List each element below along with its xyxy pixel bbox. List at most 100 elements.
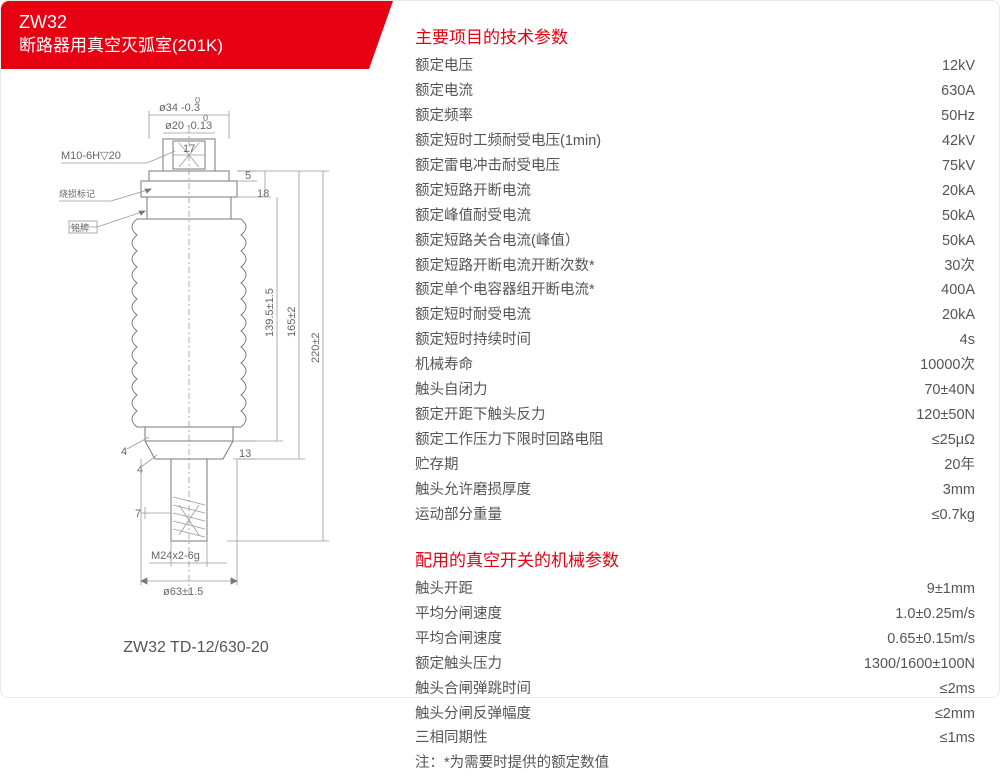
spec-value: ≤1ms <box>815 726 975 751</box>
spec-row: 三相同期性≤1ms <box>415 726 975 751</box>
spec-row: 额定短路开断电流20kA <box>415 179 975 204</box>
spec-row: 触头自闭力70±40N <box>415 378 975 403</box>
dim-165: 165±2 <box>286 306 298 337</box>
spec-label: 额定电压 <box>415 54 815 79</box>
spec-row: 额定电流630A <box>415 79 975 104</box>
spec-label: 额定短时工频耐受电压(1min) <box>415 129 815 154</box>
spec-label: 额定短路关合电流(峰值） <box>415 229 815 254</box>
spec-label: 额定短路开断电流开断次数* <box>415 254 815 279</box>
spec-row: 额定雷电冲击耐受电压75kV <box>415 154 975 179</box>
dim-7: 7 <box>135 508 141 520</box>
dim-top-sup: 0 <box>195 97 200 105</box>
model-label: ZW32 TD-12/630-20 <box>41 639 351 657</box>
spec-row: 额定短路开断电流开断次数*30次 <box>415 254 975 279</box>
spec-label: 额定单个电容器组开断电流* <box>415 278 815 303</box>
spec-label: 机械寿命 <box>415 353 815 378</box>
specs-panel: 主要项目的技术参数 额定电压12kV额定电流630A额定频率50Hz额定短时工频… <box>415 23 975 776</box>
thread-bot: M24x2-6g <box>151 550 200 562</box>
spec-value: 20kA <box>815 303 975 328</box>
spec-row: 机械寿命10000次 <box>415 353 975 378</box>
spec-label: 触头开距 <box>415 577 815 602</box>
dim-13: 13 <box>239 448 251 460</box>
spec-value: 10000次 <box>815 353 975 378</box>
spec-row: 额定频率50Hz <box>415 104 975 129</box>
drawing-svg: ø34 -0.3 0 ø20 -0.13 0 17 M10-6H▽20 烧损标记 <box>41 97 351 617</box>
spec-row: 额定开距下触头反力120±50N <box>415 403 975 428</box>
spec-label: 额定短路开断电流 <box>415 179 815 204</box>
spec-row: 额定触头压力1300/1600±100N <box>415 652 975 677</box>
spec-value: 70±40N <box>815 378 975 403</box>
spec-row: 额定单个电容器组开断电流*400A <box>415 278 975 303</box>
spec-label: 贮存期 <box>415 453 815 478</box>
spec-value: 50kA <box>815 204 975 229</box>
spec-label: 平均合闸速度 <box>415 627 815 652</box>
spec-label: 触头分闸反弹幅度 <box>415 702 815 727</box>
spec-value: 1300/1600±100N <box>815 652 975 677</box>
nameplate-label: 铭牌 <box>71 222 89 233</box>
spec-value: ≤0.7kg <box>815 503 975 528</box>
spec-label: 平均分闸速度 <box>415 602 815 627</box>
technical-drawing: ø34 -0.3 0 ø20 -0.13 0 17 M10-6H▽20 烧损标记 <box>41 97 351 657</box>
spec-row: 贮存期20年 <box>415 453 975 478</box>
footnote: 注：*为需要时提供的额定数值 <box>415 751 975 776</box>
spec-value: 630A <box>815 79 975 104</box>
spec-label: 额定电流 <box>415 79 815 104</box>
thread-hatch <box>173 497 205 537</box>
spec-label: 额定开距下触头反力 <box>415 403 815 428</box>
spec-row: 触头允许磨损厚度3mm <box>415 478 975 503</box>
section1-title: 主要项目的技术参数 <box>415 23 975 48</box>
section2-title: 配用的真空开关的机械参数 <box>415 546 975 571</box>
spec-value: 75kV <box>815 154 975 179</box>
spec-label: 运动部分重量 <box>415 503 815 528</box>
spec-value: 400A <box>815 278 975 303</box>
dim-4a: 4 <box>121 446 127 458</box>
spec-value: ≤25μΩ <box>815 428 975 453</box>
spec-value: 1.0±0.25m/s <box>815 602 975 627</box>
dim-top-dia: ø34 -0.3 <box>159 102 200 114</box>
title-banner: ZW32 断路器用真空灭弧室(201K) <box>1 1 369 69</box>
dim-220: 220±2 <box>310 332 322 363</box>
dim-5: 5 <box>245 170 251 182</box>
spec-row: 触头开距9±1mm <box>415 577 975 602</box>
dim-bot-dia: ø63±1.5 <box>163 586 203 598</box>
spec-row: 额定短时工频耐受电压(1min)42kV <box>415 129 975 154</box>
product-code: ZW32 <box>19 11 351 34</box>
section2-rows: 触头开距9±1mm平均分闸速度1.0±0.25m/s平均合闸速度0.65±0.1… <box>415 577 975 752</box>
dim-139: 139.5±1.5 <box>264 288 276 337</box>
spec-value: 30次 <box>815 254 975 279</box>
spec-value: 50kA <box>815 229 975 254</box>
section1-rows: 额定电压12kV额定电流630A额定频率50Hz额定短时工频耐受电压(1min)… <box>415 54 975 528</box>
spec-row: 触头分闸反弹幅度≤2mm <box>415 702 975 727</box>
spec-row: 运动部分重量≤0.7kg <box>415 503 975 528</box>
dim-18: 18 <box>257 188 269 200</box>
spec-value: 20年 <box>815 453 975 478</box>
spec-row: 额定短时持续时间4s <box>415 328 975 353</box>
spec-row: 额定短路关合电流(峰值）50kA <box>415 229 975 254</box>
spec-value: 9±1mm <box>815 577 975 602</box>
dim-inner-sup: 0 <box>203 113 208 123</box>
spec-value: 12kV <box>815 54 975 79</box>
spec-label: 额定触头压力 <box>415 652 815 677</box>
spec-label: 三相同期性 <box>415 726 815 751</box>
spec-row: 额定工作压力下限时回路电阻≤25μΩ <box>415 428 975 453</box>
spec-row: 平均分闸速度1.0±0.25m/s <box>415 602 975 627</box>
spec-row: 额定短时耐受电流20kA <box>415 303 975 328</box>
spec-row: 额定峰值耐受电流50kA <box>415 204 975 229</box>
spec-label: 触头自闭力 <box>415 378 815 403</box>
spec-value: ≤2mm <box>815 702 975 727</box>
spec-label: 触头允许磨损厚度 <box>415 478 815 503</box>
spec-value: 0.65±0.15m/s <box>815 627 975 652</box>
product-subtitle: 断路器用真空灭弧室(201K) <box>19 34 351 58</box>
spec-label: 额定雷电冲击耐受电压 <box>415 154 815 179</box>
spec-value: 120±50N <box>815 403 975 428</box>
spec-row: 额定电压12kV <box>415 54 975 79</box>
spec-row: 平均合闸速度0.65±0.15m/s <box>415 627 975 652</box>
spec-label: 额定工作压力下限时回路电阻 <box>415 428 815 453</box>
spec-value: 50Hz <box>815 104 975 129</box>
spec-value: 20kA <box>815 179 975 204</box>
spec-value: 3mm <box>815 478 975 503</box>
spec-label: 额定短时耐受电流 <box>415 303 815 328</box>
spec-label: 额定峰值耐受电流 <box>415 204 815 229</box>
spec-label: 额定频率 <box>415 104 815 129</box>
spec-value: 42kV <box>815 129 975 154</box>
